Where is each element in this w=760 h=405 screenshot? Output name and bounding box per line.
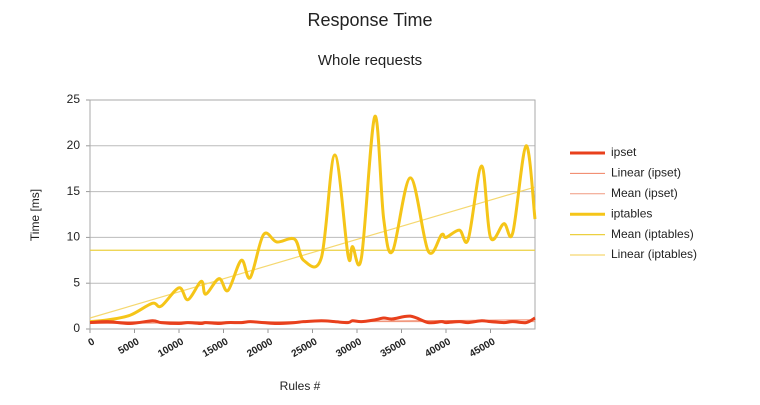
plot-frame bbox=[89, 99, 536, 330]
legend-label: Mean (ipset) bbox=[611, 186, 678, 200]
y-tick-label: 10 bbox=[67, 230, 81, 244]
x-tick-label: 45000 bbox=[468, 336, 498, 360]
x-tick-label: 35000 bbox=[379, 336, 409, 360]
legend-label: iptables bbox=[611, 206, 652, 220]
legend-label: Linear (ipset) bbox=[611, 166, 681, 180]
x-tick-label: 20000 bbox=[245, 336, 275, 360]
x-tick-label: 30000 bbox=[334, 336, 364, 360]
x-tick-label: 5000 bbox=[117, 336, 142, 357]
y-tick-label: 5 bbox=[73, 275, 80, 289]
x-tick-label: 40000 bbox=[423, 336, 453, 360]
y-tick-label: 0 bbox=[73, 321, 80, 335]
y-tick-label: 25 bbox=[67, 92, 81, 106]
legend-label: Linear (iptables) bbox=[611, 247, 697, 261]
series-line bbox=[89, 314, 536, 326]
x-tick-label: 0 bbox=[87, 336, 98, 349]
series-line bbox=[89, 186, 536, 319]
chart-title: Response Time bbox=[307, 10, 432, 30]
legend-label: ipset bbox=[611, 145, 637, 159]
x-tick-label: 15000 bbox=[201, 336, 231, 360]
y-tick-label: 20 bbox=[67, 138, 81, 152]
legend-label: Mean (iptables) bbox=[611, 227, 694, 241]
y-tick-label: 15 bbox=[67, 184, 81, 198]
x-tick-label: 10000 bbox=[156, 336, 186, 360]
x-axis-label: Rules # bbox=[280, 379, 321, 393]
chart-subtitle: Whole requests bbox=[318, 52, 422, 69]
series-line bbox=[89, 114, 537, 324]
x-tick-label: 25000 bbox=[290, 336, 320, 360]
y-axis-label: Time [ms] bbox=[28, 189, 42, 241]
